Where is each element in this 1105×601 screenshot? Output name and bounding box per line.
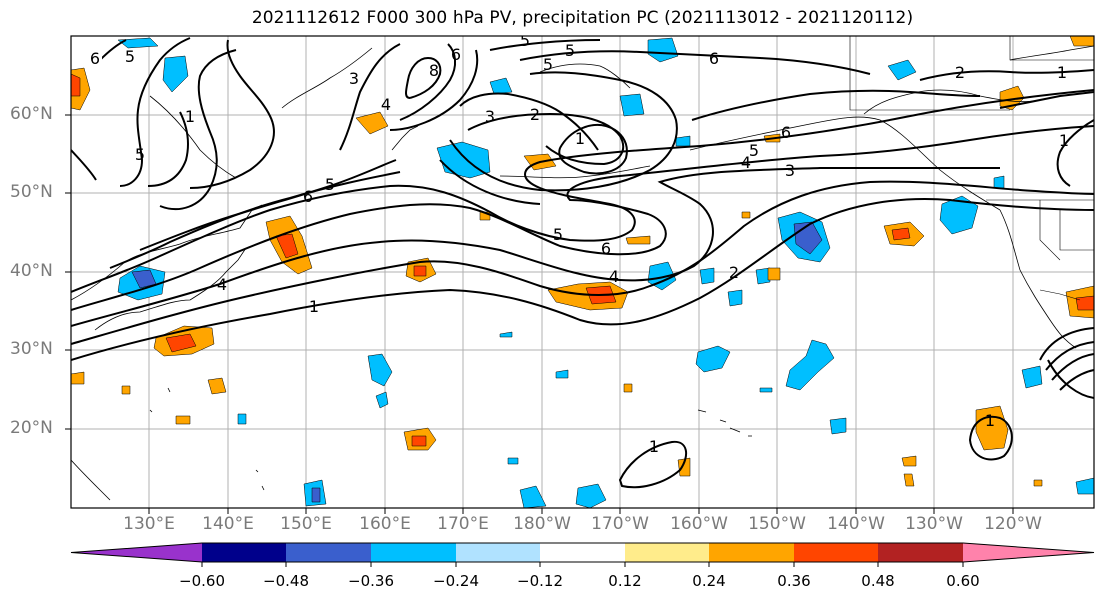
contour-label: 5 <box>135 145 145 164</box>
contour-label: 5 <box>553 225 563 244</box>
contour-label: 2 <box>729 263 739 282</box>
contour-label: 5 <box>125 47 135 66</box>
lon-label: 150°W <box>748 514 806 534</box>
lon-label: 140°E <box>202 514 254 534</box>
colorbar-segment <box>878 543 963 562</box>
lon-label: 130°W <box>905 514 963 534</box>
map-layers: 6 5 3 4 5 6 8 1 5 3 2 1 6 2 1 5 6 5 4 3 … <box>71 31 1094 508</box>
contour-label: 4 <box>741 153 751 172</box>
contour-label: 1 <box>185 107 195 126</box>
contour-label: 2 <box>530 105 540 124</box>
contour-label: 3 <box>785 161 795 180</box>
contour-label: 1 <box>1057 63 1067 82</box>
contour-label: 8 <box>429 61 439 80</box>
colorbar-label: 0.24 <box>692 572 726 590</box>
lon-label: 160°E <box>359 514 411 534</box>
lon-label: 140°W <box>827 514 885 534</box>
colorbar-segment <box>202 543 286 562</box>
colorbar-segment <box>456 543 540 562</box>
colorbar-segment <box>286 543 371 562</box>
colorbar-segment <box>963 543 1094 562</box>
colorbar-label: 0.12 <box>608 572 642 590</box>
contour-label: 5 <box>520 31 530 50</box>
contour-label: 1 <box>985 411 995 430</box>
lat-label-30n: 30°N <box>10 339 53 359</box>
lon-label: 120°W <box>984 514 1042 534</box>
contour-label: 6 <box>451 45 461 64</box>
lon-label: 160°W <box>670 514 728 534</box>
lon-label: 130°E <box>123 514 175 534</box>
colorbar-label: −0.48 <box>263 572 309 590</box>
colorbar-label: 0.48 <box>861 572 895 590</box>
colorbar-label: −0.12 <box>517 572 563 590</box>
contour-label: 6 <box>90 49 100 68</box>
contour-label: 6 <box>601 239 611 258</box>
colorbar-label: −0.60 <box>179 572 225 590</box>
contour-label: 5 <box>749 141 759 160</box>
colorbar-label: 0.60 <box>946 572 980 590</box>
lat-label-60n: 60°N <box>10 104 53 124</box>
coastlines <box>71 45 1094 501</box>
contour-label: 4 <box>609 267 619 286</box>
colorbar-segment <box>625 543 709 562</box>
axis-ticks <box>65 114 1014 514</box>
lon-label: 170°E <box>437 514 489 534</box>
colorbar <box>70 542 1095 567</box>
map-title: 2021112612 F000 300 hPa PV, precipitatio… <box>251 8 914 28</box>
lat-label-50n: 50°N <box>10 182 53 202</box>
negative-precip-anomalies <box>117 37 1094 508</box>
contour-labels: 6 5 3 4 5 6 8 1 5 3 2 1 6 2 1 5 6 5 4 3 … <box>88 31 1069 456</box>
contour-label: 6 <box>709 49 719 68</box>
contour-label: 2 <box>955 63 965 82</box>
contour-label: 1 <box>649 437 659 456</box>
colorbar-segment <box>794 543 878 562</box>
lon-label: 170°W <box>591 514 649 534</box>
colorbar-label: −0.36 <box>348 572 394 590</box>
contour-label: 5 <box>565 41 575 60</box>
contour-label: 1 <box>309 297 319 316</box>
colorbar-segment <box>71 543 202 562</box>
contour-label: 4 <box>217 275 227 294</box>
lon-label: 180°W <box>513 514 571 534</box>
contour-label: 5 <box>325 175 335 194</box>
contour-label: 6 <box>781 123 791 142</box>
lon-label: 150°E <box>280 514 332 534</box>
lat-label-40n: 40°N <box>10 261 53 281</box>
borders <box>849 36 1094 301</box>
colorbar-label: −0.24 <box>433 572 479 590</box>
contour-label: 5 <box>543 55 553 74</box>
colorbar-segment <box>540 543 625 562</box>
contour-label: 6 <box>303 187 313 206</box>
pv-contours <box>71 37 1094 489</box>
contour-label: 3 <box>349 69 359 88</box>
colorbar-label: 0.36 <box>777 572 811 590</box>
colorbar-segment <box>709 543 794 562</box>
contour-label: 1 <box>575 129 585 148</box>
contour-label: 1 <box>1059 131 1069 150</box>
lat-label-20n: 20°N <box>10 418 53 438</box>
contour-label: 3 <box>485 107 495 126</box>
contour-label: 4 <box>381 95 391 114</box>
colorbar-segment <box>371 543 456 562</box>
